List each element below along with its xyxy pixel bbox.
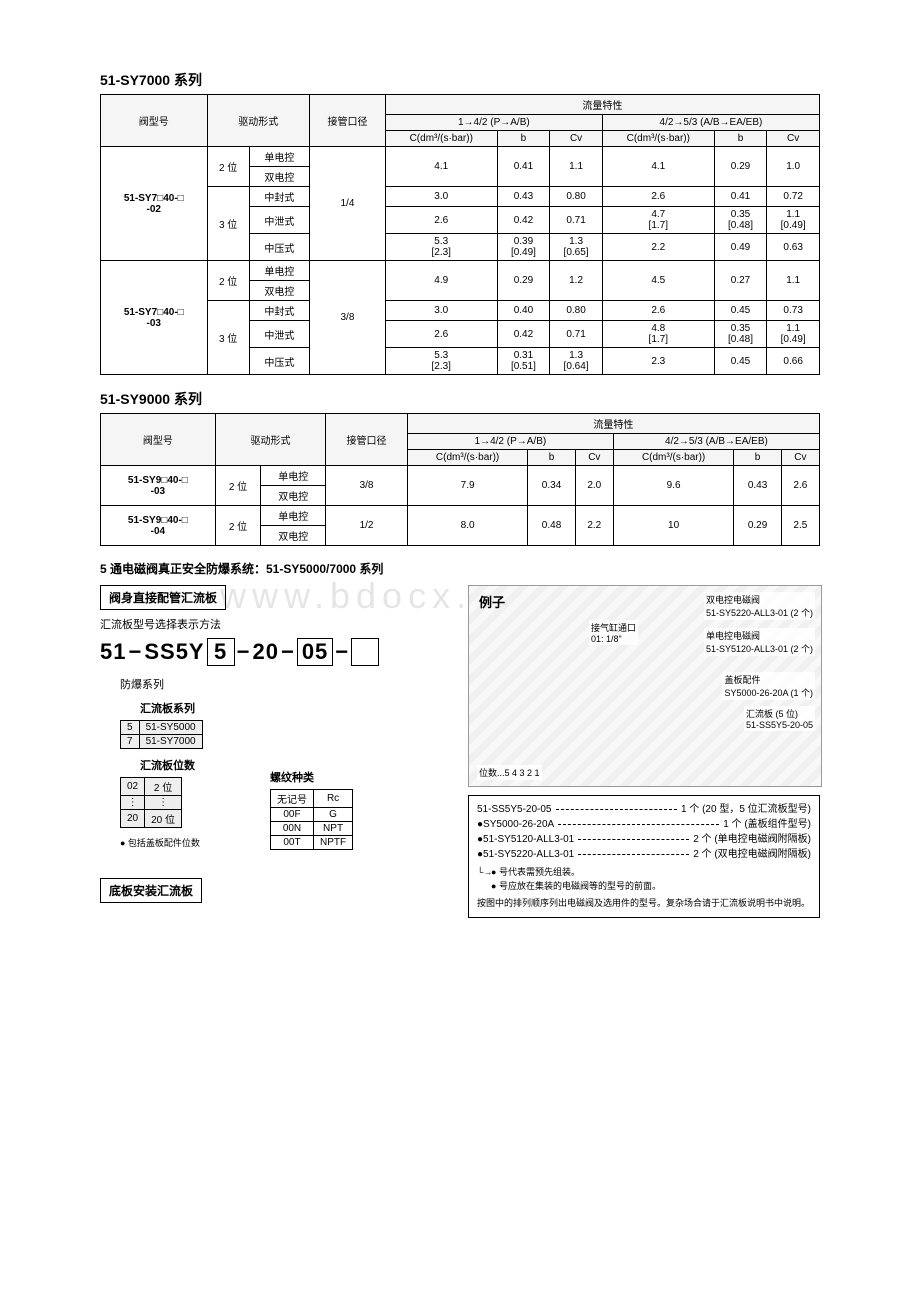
diag-mani: 汇流板 (5 位)51-SS5Y5-20-05	[744, 706, 815, 731]
o-foot: 按图中的排列顺序列出电磁阀及选用件的型号。复杂场合请于汇流板说明书中说明。	[477, 897, 811, 911]
diag-plate: 盖板配件SY5000-26-20A (1 个)	[722, 672, 815, 700]
th-b2: b	[734, 450, 781, 466]
th-c1: C(dm³/(s·bar))	[385, 131, 497, 147]
example-title: 例子	[479, 592, 505, 611]
o-note1: 号代表需预先组装。	[499, 867, 580, 877]
table-row: 51-SY7□40-□-022 位单电控1/44.10.411.14.10.29…	[101, 147, 820, 167]
thread-label: 螺纹种类	[270, 769, 452, 785]
series-title-7000: 51-SY7000 系列	[100, 70, 820, 90]
manifold-base-box: 底板安装汇流板	[100, 878, 202, 903]
diag-double: 双电控电磁阀51-SY5220-ALL3-01 (2 个)	[704, 592, 815, 620]
o-l3b: 2 个 (单电控电磁阀附隔板)	[693, 832, 811, 847]
example-diagram: 例子 双电控电磁阀51-SY5220-ALL3-01 (2 个) 接气缸通口01…	[468, 585, 822, 787]
th-model: 阀型号	[101, 414, 216, 466]
table-row: 51-SY9□40-□-032 位单电控3/87.90.342.09.60.43…	[101, 466, 820, 486]
stations-table: 022 位⋮⋮2020 位	[120, 777, 182, 828]
thread-table: 无记号Rc00FG00NNPT00TNPTF	[270, 789, 353, 850]
pn-prefix: 51	[100, 639, 126, 665]
table-row: 022 位	[121, 778, 182, 796]
th-flow: 流量特性	[407, 414, 819, 434]
o-note2: 号应放在集装的电磁阀等的型号的前面。	[499, 881, 661, 891]
table-row: 51-SY7□40-□-032 位单电控3/84.90.291.24.50.27…	[101, 261, 820, 281]
table-row: 3 位中封式3.00.400.802.60.450.73	[101, 301, 820, 321]
th-cv1: Cv	[550, 131, 603, 147]
table-row: 00NNPT	[271, 822, 353, 836]
series-title-9000: 51-SY9000 系列	[100, 389, 820, 409]
th-flow: 流量特性	[385, 95, 819, 115]
expl-series-label: 防爆系列	[120, 676, 452, 692]
table-sy9000: 阀型号 驱动形式 接管口径 流量特性 1→4/2 (P→A/B) 4/2→5/3…	[100, 413, 820, 546]
th-b1: b	[497, 131, 550, 147]
o-l2a: SY5000-26-20A	[483, 817, 554, 832]
th-path2: 4/2→5/3 (A/B→EA/EB)	[602, 115, 819, 131]
pn-thread-box	[351, 638, 379, 666]
o-l4b: 2 个 (双电控电磁阀附隔板)	[693, 847, 811, 862]
pn-series-box: 5	[207, 638, 235, 666]
order-example-box: 51-SS5Y5-20-051 个 (20 型，5 位汇流板型号) ● SY50…	[468, 795, 820, 918]
th-drive: 驱动形式	[215, 414, 326, 466]
th-c2: C(dm³/(s·bar))	[613, 450, 733, 466]
table-row: 3 位中封式3.00.430.802.60.410.72	[101, 187, 820, 207]
diag-cylport: 接气缸通口01: 1/8"	[589, 620, 638, 645]
th-path1: 1→4/2 (P→A/B)	[385, 115, 602, 131]
o-l4a: 51-SY5220-ALL3-01	[483, 847, 574, 862]
th-path2: 4/2→5/3 (A/B→EA/EB)	[613, 434, 819, 450]
table-row: 2020 位	[121, 810, 182, 828]
th-cv2: Cv	[781, 450, 819, 466]
part-number: 51 − SS5Y 5 − 20 − 05 −	[100, 638, 452, 666]
manifold-direct-box: 阀身直接配管汇流板	[100, 585, 226, 610]
section-title-manifold: 5 通电磁阀真正安全防爆系统：51-SY5000/7000 系列	[100, 560, 820, 577]
th-cv2: Cv	[767, 131, 820, 147]
pn-ss5y: SS5Y	[144, 639, 204, 665]
th-port: 接管口径	[326, 414, 408, 466]
pn-type: 20	[252, 639, 278, 665]
table-row: 51-SY9□40-□-042 位单电控1/28.00.482.2100.292…	[101, 506, 820, 526]
th-path1: 1→4/2 (P→A/B)	[407, 434, 613, 450]
table-row: 无记号Rc	[271, 790, 353, 808]
o-l1a: 51-SS5Y5-20-05	[477, 802, 552, 817]
th-c1: C(dm³/(s·bar))	[407, 450, 527, 466]
th-port: 接管口径	[310, 95, 386, 147]
th-b1: b	[528, 450, 575, 466]
table-row: 00FG	[271, 808, 353, 822]
diag-single: 单电控电磁阀51-SY5120-ALL3-01 (2 个)	[704, 628, 815, 656]
o-l1b: 1 个 (20 型，5 位汇流板型号)	[681, 802, 811, 817]
table-sy7000: 阀型号 驱动形式 接管口径 流量特性 1→4/2 (P→A/B) 4/2→5/3…	[100, 94, 820, 375]
th-model: 阀型号	[101, 95, 208, 147]
diag-stations: 位数...5 4 3 2 1	[477, 765, 542, 780]
th-b2: b	[714, 131, 767, 147]
th-cv1: Cv	[575, 450, 613, 466]
th-c2: C(dm³/(s·bar))	[602, 131, 714, 147]
manifold-series-table: 551-SY5000751-SY7000	[120, 720, 203, 749]
table-row: 00TNPTF	[271, 836, 353, 850]
o-l2b: 1 个 (盖板组件型号)	[723, 817, 811, 832]
manifold-sub-label: 汇流板型号选择表示方法	[100, 616, 452, 632]
table-row: ⋮⋮	[121, 796, 182, 810]
th-drive: 驱动形式	[207, 95, 310, 147]
table-row: 551-SY5000	[121, 721, 203, 735]
table-row: 751-SY7000	[121, 735, 203, 749]
pn-stations-box: 05	[297, 638, 333, 666]
manifold-series-label: 汇流板系列	[140, 700, 452, 716]
o-l3a: 51-SY5120-ALL3-01	[483, 832, 574, 847]
